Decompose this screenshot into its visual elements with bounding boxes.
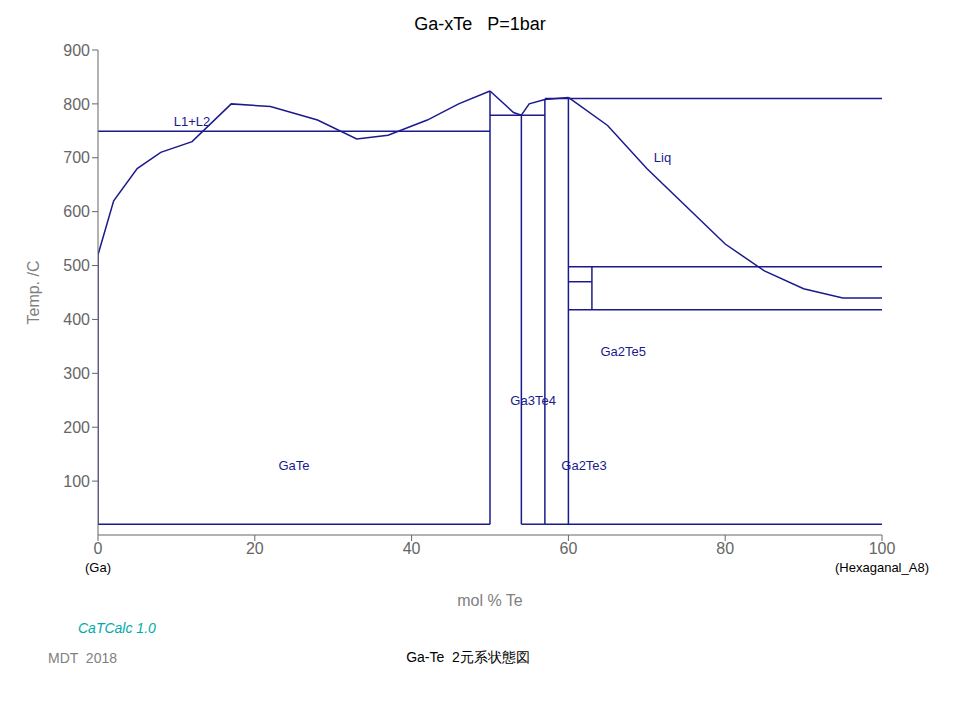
svg-text:Ga2Te5: Ga2Te5: [601, 344, 647, 359]
svg-text:Temp. /C: Temp. /C: [25, 260, 42, 324]
svg-text:80: 80: [716, 540, 734, 557]
svg-text:Ga2Te3: Ga2Te3: [561, 458, 607, 473]
svg-text:300: 300: [63, 365, 90, 382]
svg-text:60: 60: [560, 540, 578, 557]
svg-text:600: 600: [63, 203, 90, 220]
svg-text:700: 700: [63, 149, 90, 166]
html-text:Ga-xTe P=1bar: Ga-xTe P=1bar: [414, 14, 546, 34]
svg-text:40: 40: [403, 540, 421, 557]
svg-text:100: 100: [869, 540, 896, 557]
svg-text:mol % Te: mol % Te: [457, 592, 523, 609]
svg-text:Ga3Te4: Ga3Te4: [510, 393, 556, 408]
svg-text:GaTe: GaTe: [278, 458, 309, 473]
svg-text:100: 100: [63, 473, 90, 490]
svg-text:Liq: Liq: [654, 150, 671, 165]
svg-text:20: 20: [246, 540, 264, 557]
svg-text:400: 400: [63, 311, 90, 328]
svg-text:(Ga): (Ga): [85, 560, 111, 575]
svg-text:900: 900: [63, 42, 90, 59]
svg-text:800: 800: [63, 96, 90, 113]
svg-text:200: 200: [63, 419, 90, 436]
svg-text:L1+L2: L1+L2: [174, 114, 211, 129]
html-text:Ga-Te 2元系状態図: Ga-Te 2元系状態図: [406, 649, 530, 665]
html-text:CaTCalc 1.0: CaTCalc 1.0: [78, 620, 156, 636]
svg-text:500: 500: [63, 257, 90, 274]
html-text:MDT 2018: MDT 2018: [48, 650, 117, 666]
svg-text:0: 0: [94, 540, 103, 557]
svg-text:(Hexaganal_A8): (Hexaganal_A8): [835, 560, 929, 575]
